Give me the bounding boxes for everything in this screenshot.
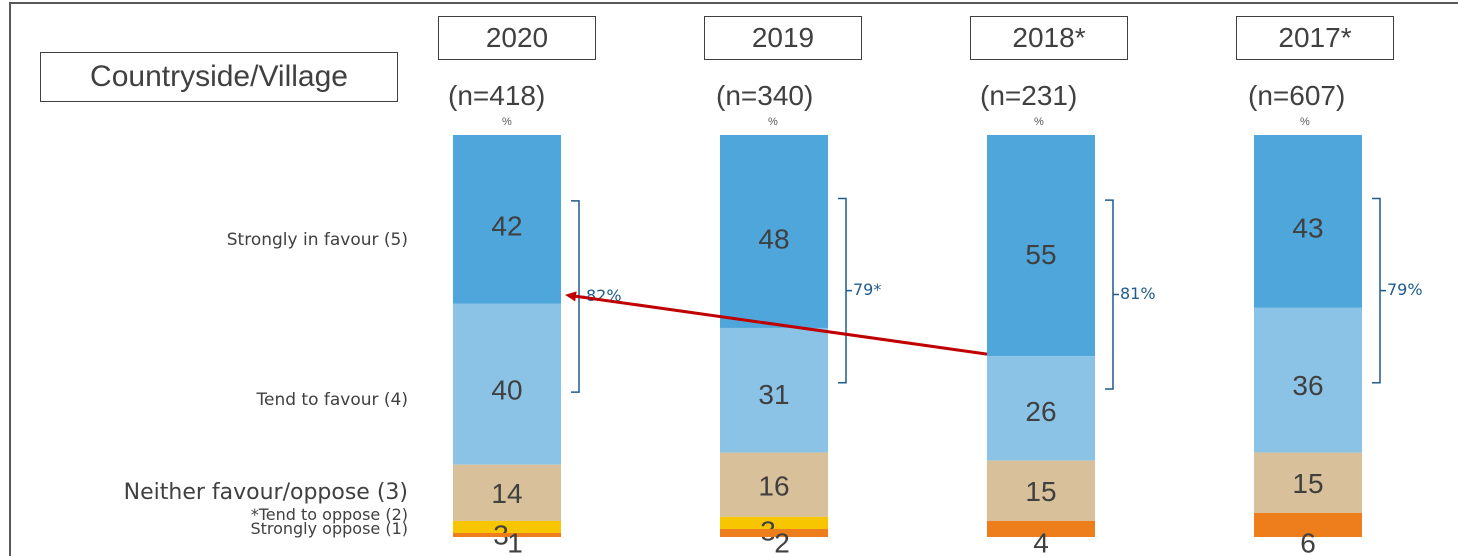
bar-segment-tend-to-oppose (453, 520, 561, 533)
chart-frame (9, 2, 1458, 556)
sample-size-2018: (n=231) (980, 80, 1078, 111)
bar-segment-strongly-oppose (720, 528, 828, 537)
bar-segment-strongly-in-favour (453, 135, 561, 304)
bar-segment-strongly-in-favour (1254, 135, 1362, 308)
bar-segment-tend-to-favour (1254, 307, 1362, 453)
favour-bracket (1105, 199, 1119, 390)
trend-arrow-line (572, 294, 988, 356)
bar-segment-neither (720, 452, 828, 517)
data-label-strongly-oppose: 2 (774, 527, 790, 556)
year-label-2020: 2020 (438, 16, 596, 60)
data-label-tend-to-favour: 36 (1292, 370, 1323, 401)
sample-size-2019: (n=340) (716, 80, 814, 111)
data-label-strongly-in-favour: 42 (491, 210, 522, 241)
bar-segment-neither (453, 464, 561, 521)
bar-segment-strongly-oppose (1254, 512, 1362, 537)
bar-segment-strongly-in-favour (987, 135, 1095, 357)
data-label-strongly-oppose: 4 (1033, 527, 1049, 556)
bar-segment-strongly-oppose (453, 532, 561, 537)
bar-segment-tend-to-favour (987, 356, 1095, 461)
percent-unit-2019: % (768, 116, 778, 128)
legend-strongly-in-favour: Strongly in favour (5) (226, 230, 408, 250)
data-label-neither: 15 (1025, 476, 1056, 507)
percent-unit-2020: % (502, 116, 512, 128)
bar-segment-strongly-in-favour (720, 135, 828, 328)
data-label-strongly-in-favour: 43 (1292, 212, 1323, 243)
sample-size-2020: (n=418) (448, 80, 546, 111)
year-label-2019: 2019 (704, 16, 862, 60)
percent-unit-2018: % (1034, 116, 1044, 128)
legend-strongly-oppose: Strongly oppose (1) (250, 519, 408, 538)
legend-tend-to-favour: Tend to favour (4) (256, 390, 408, 410)
trend-arrow-head (565, 291, 577, 302)
data-label-neither: 14 (491, 478, 522, 509)
data-label-tend-to-favour: 40 (491, 375, 522, 406)
favour-total-label: 81% (1120, 284, 1156, 303)
favour-total-label: 79* (853, 280, 881, 299)
sample-size-2017: (n=607) (1248, 80, 1346, 111)
data-label-strongly-oppose: 6 (1300, 527, 1316, 556)
year-label-2017: 2017* (1236, 16, 1394, 60)
data-label-strongly-in-favour: 48 (758, 224, 789, 255)
percent-unit-2017: % (1300, 116, 1310, 128)
data-label-strongly-in-favour: 55 (1025, 239, 1056, 270)
favour-total-label: 79% (1387, 280, 1423, 299)
bar-segment-tend-to-favour (720, 327, 828, 453)
favour-bracket (1372, 197, 1386, 384)
data-label-tend-to-favour: 26 (1025, 396, 1056, 427)
chart-title: Countryside/Village (40, 52, 398, 102)
bar-segment-neither (987, 460, 1095, 521)
bar-segment-tend-to-oppose (720, 516, 828, 529)
data-label-neither: 16 (758, 470, 789, 501)
data-label-strongly-oppose: 1 (507, 527, 523, 556)
bar-segment-neither (1254, 452, 1362, 513)
data-label-neither: 15 (1292, 468, 1323, 499)
favour-bracket (838, 197, 852, 384)
year-label-2018: 2018* (970, 16, 1128, 60)
bar-segment-tend-to-favour (453, 303, 561, 465)
bar-segment-strongly-oppose (987, 520, 1095, 537)
legend-neither: Neither favour/oppose (3) (123, 480, 408, 505)
data-label-tend-to-favour: 31 (758, 379, 789, 410)
legend-tend-to-oppose: *Tend to oppose (2) (250, 505, 408, 524)
